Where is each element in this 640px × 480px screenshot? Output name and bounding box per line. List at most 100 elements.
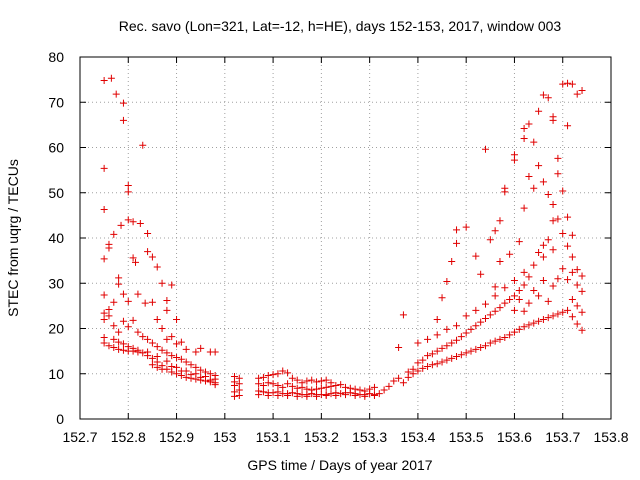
x-tick-label: 152.7 (62, 429, 97, 445)
chart-title: Rec. savo (Lon=321, Lat=-12, h=HE), days… (119, 18, 562, 34)
data-point (395, 344, 403, 352)
data-point (337, 381, 345, 389)
data-point (414, 359, 422, 367)
data-point (168, 281, 176, 289)
data-point (554, 154, 562, 162)
data-point (303, 392, 311, 400)
data-point (535, 292, 543, 300)
data-point (544, 191, 552, 199)
data-point (525, 273, 533, 281)
data-point (182, 373, 190, 381)
data-point (129, 218, 137, 226)
data-point (158, 346, 166, 354)
data-point (539, 253, 547, 261)
data-point (124, 188, 132, 196)
data-point (520, 204, 528, 212)
data-point (115, 338, 123, 346)
data-point (544, 314, 552, 322)
data-point (549, 282, 557, 290)
data-point (549, 246, 557, 254)
data-point (158, 279, 166, 287)
data-point (564, 242, 572, 250)
data-point (100, 205, 108, 213)
data-point (564, 306, 572, 314)
data-point (520, 134, 528, 142)
data-point (438, 344, 446, 352)
data-point (578, 308, 586, 316)
data-point (424, 363, 432, 371)
data-point (462, 312, 470, 320)
data-point (361, 392, 369, 400)
data-point (472, 322, 480, 330)
data-point (486, 311, 494, 319)
data-point (264, 372, 272, 380)
data-point (578, 272, 586, 280)
data-point (264, 379, 272, 387)
data-point (539, 241, 547, 249)
data-point (317, 384, 325, 392)
data-point (107, 74, 115, 82)
y-axis-ticks: 0 10 20 30 40 50 60 70 80 (48, 49, 611, 427)
data-point (481, 145, 489, 153)
x-tick-label: 153.6 (497, 429, 532, 445)
data-point (453, 353, 461, 361)
data-point (564, 213, 572, 221)
data-point (332, 391, 340, 399)
data-point (134, 328, 142, 336)
data-point (110, 344, 118, 352)
data-point (100, 315, 108, 323)
grid-lines (80, 57, 611, 419)
data-point (520, 268, 528, 276)
data-point (568, 268, 576, 276)
data-point (491, 307, 499, 315)
data-point (129, 344, 137, 352)
data-point (173, 315, 181, 323)
data-point (525, 120, 533, 128)
data-point (148, 354, 156, 362)
data-point (399, 311, 407, 319)
data-point (510, 328, 518, 336)
data-point (136, 220, 144, 228)
data-point (105, 244, 113, 252)
data-point (173, 340, 181, 348)
data-point (187, 371, 195, 379)
data-point (284, 380, 292, 388)
data-point (153, 263, 161, 271)
y-tick-label: 80 (48, 49, 64, 65)
data-point (274, 391, 282, 399)
data-point (404, 373, 412, 381)
data-point (112, 90, 120, 98)
data-point (322, 391, 330, 399)
data-points (100, 74, 586, 400)
data-point (192, 363, 200, 371)
data-point (549, 201, 557, 209)
data-point (535, 162, 543, 170)
data-point (496, 304, 504, 312)
data-point (269, 389, 277, 397)
data-point (525, 321, 533, 329)
y-tick-label: 40 (48, 230, 64, 246)
data-point (375, 390, 383, 398)
y-tick-label: 50 (48, 185, 64, 201)
data-point (284, 369, 292, 377)
data-point (390, 377, 398, 385)
data-point (129, 254, 137, 262)
data-point (515, 238, 523, 246)
data-point (124, 297, 132, 305)
data-point (433, 360, 441, 368)
data-point (153, 343, 161, 351)
data-point (168, 352, 176, 360)
data-point (559, 265, 567, 273)
data-point (578, 287, 586, 295)
x-tick-label: 153.4 (400, 429, 435, 445)
data-point (139, 141, 147, 149)
data-point (211, 348, 219, 356)
data-point (110, 230, 118, 238)
data-point (491, 292, 499, 300)
data-point (539, 178, 547, 186)
data-point (578, 86, 586, 94)
data-point (197, 366, 205, 374)
data-point (564, 79, 572, 87)
data-point (134, 346, 142, 354)
data-point (448, 258, 456, 266)
